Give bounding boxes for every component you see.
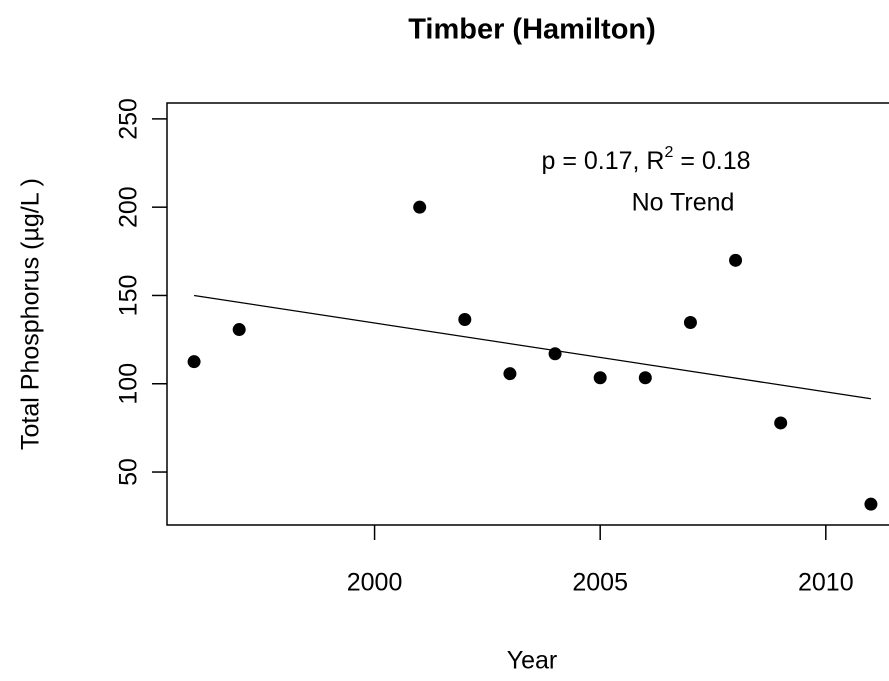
data-point — [458, 312, 472, 326]
data-point — [548, 347, 562, 361]
y-tick-label: 250 — [115, 98, 143, 140]
y-axis-label: Total Phosphorus (µg/L ) — [17, 178, 45, 450]
data-point — [413, 200, 427, 214]
y-tick-label: 100 — [115, 363, 143, 405]
data-point — [232, 323, 246, 337]
chart-title: Timber (Hamilton) — [408, 14, 656, 46]
x-tick-label: 2005 — [572, 569, 628, 597]
data-point — [503, 367, 517, 381]
data-point — [774, 416, 788, 430]
y-tick-label: 50 — [115, 458, 143, 486]
x-tick-label: 2000 — [347, 569, 403, 597]
stat-superscript: 2 — [664, 144, 673, 161]
data-point — [593, 371, 607, 385]
data-point — [864, 497, 878, 511]
data-point — [729, 253, 743, 267]
annotation: p = 0.17, R2 = 0.18 — [541, 144, 750, 174]
plot-frame — [166, 102, 889, 526]
data-point — [187, 355, 201, 369]
annotation: No Trend — [632, 189, 735, 217]
x-tick-label: 2010 — [798, 569, 854, 597]
y-tick-label: 200 — [115, 186, 143, 228]
data-point — [683, 315, 697, 329]
data-point — [638, 371, 652, 385]
stat-text: = 0.18 — [673, 147, 750, 175]
stat-text: p = 0.17, R — [541, 147, 664, 175]
x-axis-label: Year — [507, 647, 558, 675]
trend-line — [193, 294, 872, 400]
y-tick-label: 150 — [115, 275, 143, 317]
